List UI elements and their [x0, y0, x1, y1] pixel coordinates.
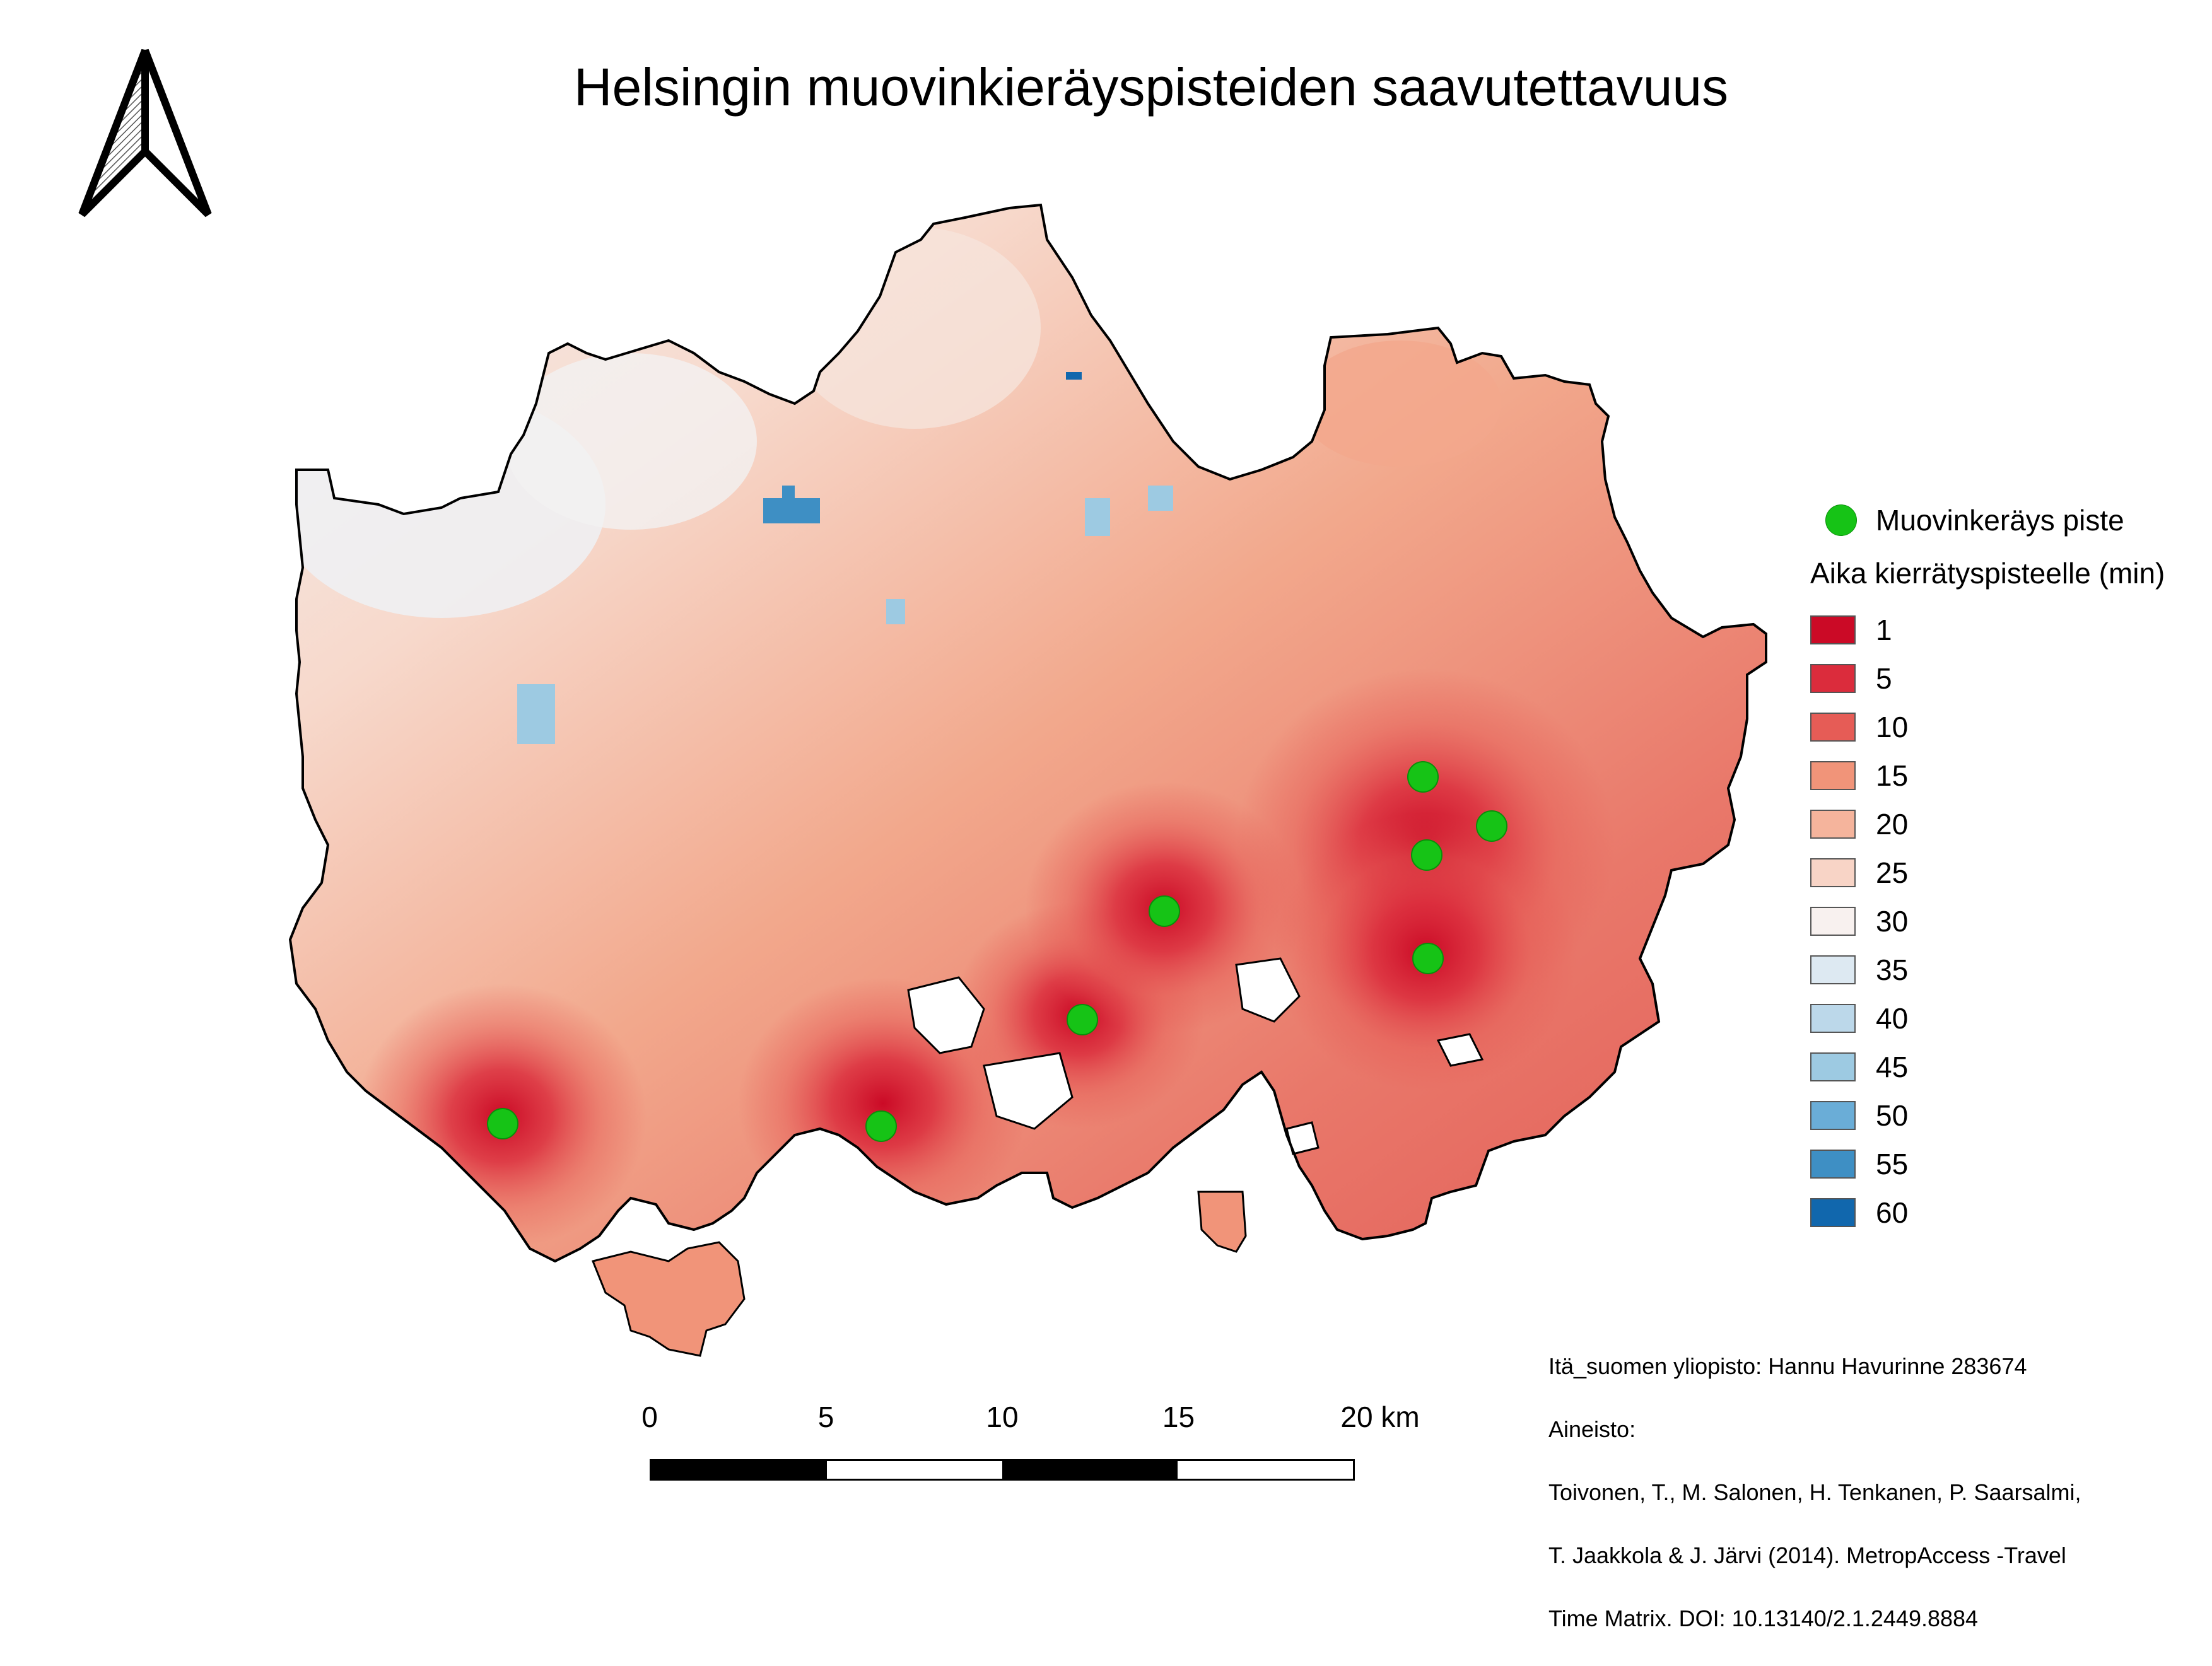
legend-swatch	[1810, 760, 1856, 790]
legend-class-row: 30	[1810, 897, 1908, 945]
legend-swatch	[1810, 955, 1856, 984]
collection-point-marker	[1407, 761, 1439, 793]
north-arrow-icon	[78, 49, 212, 218]
legend-class-label: 25	[1876, 856, 1909, 889]
collection-point-marker	[1476, 810, 1507, 842]
credits-source-heading: Aineisto:	[1548, 1416, 1636, 1442]
legend-class-row: 10	[1810, 702, 1908, 751]
legend-swatch	[1810, 1003, 1856, 1033]
scale-segment	[652, 1461, 827, 1479]
legend-class-row: 40	[1810, 994, 1908, 1042]
legend-class-label: 20	[1876, 807, 1909, 841]
legend-point-entry: Muovinkeräys piste	[1810, 498, 2124, 542]
legend-swatch	[1810, 809, 1856, 839]
legend-class-label: 40	[1876, 1001, 1909, 1035]
legend-class-label: 50	[1876, 1098, 1909, 1132]
credits-source-line: T. Jaakkola & J. Järvi (2014). MetropAcc…	[1548, 1542, 2066, 1568]
legend-classes: 1 5 10 15 20 25 30 35 40 45 50 55 60	[1810, 605, 1908, 1237]
collection-point-marker	[865, 1110, 897, 1142]
credits-author: Itä_suomen yliopisto: Hannu Havurinne 28…	[1548, 1353, 2027, 1379]
legend-class-row: 20	[1810, 800, 1908, 848]
legend-class-label: 5	[1876, 661, 1892, 695]
scale-bar: 0 5 10 15 20 km	[631, 1400, 1420, 1501]
collection-point-marker	[487, 1108, 518, 1139]
legend-class-row: 25	[1810, 848, 1908, 897]
collection-points	[487, 761, 1507, 1142]
scale-tick-label: 15	[1162, 1401, 1195, 1433]
legend-class-label: 35	[1876, 953, 1909, 986]
scale-tick-label: 5	[817, 1401, 834, 1433]
legend-class-label: 1	[1876, 613, 1892, 646]
legend-class-label: 15	[1876, 759, 1909, 792]
legend-swatch	[1810, 1149, 1856, 1179]
collection-point-marker	[1149, 895, 1180, 927]
legend-swatch	[1810, 858, 1856, 887]
legend-class-label: 45	[1876, 1050, 1909, 1083]
scale-bar-graphic	[650, 1459, 1355, 1481]
legend-class-row: 15	[1810, 751, 1908, 800]
legend-swatch	[1810, 712, 1856, 742]
island-bottom	[1197, 1191, 1247, 1253]
credits-source-line: Time Matrix. DOI: 10.13140/2.1.2449.8884	[1548, 1605, 1979, 1631]
scale-tick-label: 10	[986, 1401, 1019, 1433]
legend-swatch	[1810, 906, 1856, 936]
credits: Itä_suomen yliopisto: Hannu Havurinne 28…	[1548, 1319, 2204, 1666]
scale-segment	[1178, 1461, 1353, 1479]
legend-swatch	[1810, 1052, 1856, 1081]
legend-class-row: 55	[1810, 1139, 1908, 1188]
travel-time-raster	[290, 205, 1766, 1261]
legend-class-row: 60	[1810, 1188, 1908, 1237]
scale-tick-label: 0	[641, 1401, 658, 1433]
legend-swatch	[1810, 663, 1856, 693]
legend-class-label: 30	[1876, 904, 1909, 938]
legend-swatch	[1810, 615, 1856, 644]
legend-class-label: 55	[1876, 1147, 1909, 1180]
legend-swatch	[1810, 1197, 1856, 1227]
scale-segment	[1002, 1461, 1178, 1479]
legend-swatch	[1810, 1100, 1856, 1130]
map-area	[289, 204, 1767, 1357]
legend-point-label: Muovinkeräys piste	[1876, 504, 2124, 537]
collection-point-marker	[1412, 943, 1444, 974]
collection-point-symbol	[1825, 504, 1857, 536]
scale-segment	[827, 1461, 1002, 1479]
scale-tick-label: 20 km	[1340, 1401, 1420, 1433]
south-peninsula	[591, 1241, 746, 1357]
collection-point-marker	[1067, 1004, 1098, 1035]
legend-class-row: 1	[1810, 605, 1908, 654]
legend-class-label: 60	[1876, 1196, 1909, 1229]
legend-class-row: 45	[1810, 1042, 1908, 1091]
legend-title: Aika kierrätyspisteelle (min)	[1810, 557, 2165, 590]
map-title: Helsingin muovinkieräyspisteiden saavute…	[573, 57, 1729, 117]
legend-class-row: 5	[1810, 654, 1908, 702]
credits-source-line: Toivonen, T., M. Salonen, H. Tenkanen, P…	[1548, 1479, 2081, 1505]
legend-class-row: 50	[1810, 1091, 1908, 1139]
collection-point-marker	[1411, 839, 1442, 871]
legend-class-row: 35	[1810, 945, 1908, 994]
legend-class-label: 10	[1876, 710, 1909, 743]
